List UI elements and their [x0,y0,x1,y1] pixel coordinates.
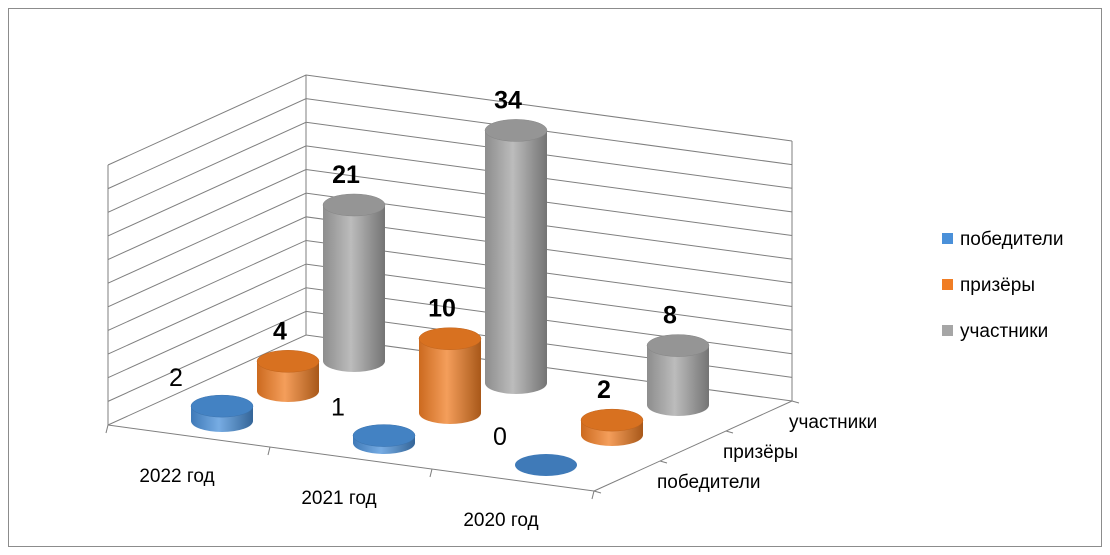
x-tick-label: 2021 год [301,488,376,509]
gridline [107,216,793,308]
bar-top [190,394,254,418]
x-axis-line [107,424,595,492]
data-label: 10 [428,295,456,323]
data-label: 2 [169,364,183,392]
data-label: 4 [273,317,287,345]
bar-body [419,338,481,424]
z-tick-label: победители [657,472,761,493]
legend-label: победители [960,229,1064,250]
data-label: 2 [597,376,611,404]
chart-bars [190,119,710,476]
bar-top [484,119,548,142]
x-tick [591,490,595,500]
legend-swatch [942,233,953,244]
bar-призёры-1 [418,327,482,424]
bar-top [322,193,386,217]
chart-floor [105,400,800,500]
x-tick-label: 2020 год [463,510,538,531]
z-tick-label: участники [789,412,877,433]
x-tick-label: 2022 год [139,466,214,487]
chart-legend: победители призёры участники [942,229,1064,342]
bar-top [580,408,644,432]
legend-swatch [942,279,953,290]
x-tick [267,446,271,456]
bar-top [256,350,320,373]
z-tick [659,460,668,464]
gridline [107,98,793,190]
z-tick [593,490,602,494]
bar-победители-1 [352,424,416,454]
data-label: 34 [494,86,522,114]
legend-label: участники [960,321,1048,342]
chart-labels: 2022 год 2021 год 2020 год участники призёры… [139,86,877,531]
bar-top [646,334,710,357]
data-label: 1 [331,394,345,422]
bar-body [647,345,709,416]
bar-body [485,130,547,394]
bar-участники-1 [484,119,548,394]
gridline [107,145,793,237]
gridline [107,169,793,261]
data-label: 0 [493,423,507,451]
bar-top [515,454,577,476]
z-tick [725,430,734,434]
bar-участники-2 [646,334,710,416]
legend-swatch [942,325,953,336]
bar-top [418,327,482,350]
bar-победители-0 [190,394,254,432]
data-label: 8 [663,302,677,330]
bar-top [352,424,416,447]
bar-призёры-2 [580,408,644,446]
legend-label: призёры [960,275,1035,296]
gridline [107,121,793,213]
z-tick [791,400,800,404]
bar-body [323,205,385,372]
chart-walls [107,74,793,426]
gridline [107,74,793,166]
z-tick-label: призёры [723,442,798,463]
bar-body [257,361,319,402]
bar-участники-0 [322,193,386,372]
x-tick [429,468,433,478]
gridline [107,192,793,284]
bar-призёры-0 [256,350,320,402]
z-axis-line [593,400,793,492]
data-label: 21 [332,161,360,189]
x-tick [105,424,109,434]
bar-победители-2 [515,454,577,476]
